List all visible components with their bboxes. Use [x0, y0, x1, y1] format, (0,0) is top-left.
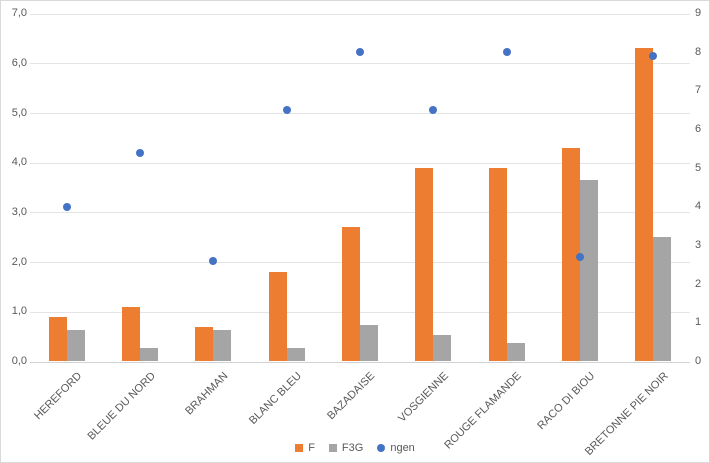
gridline — [30, 162, 690, 164]
y-axis-right-tick: 5 — [695, 161, 702, 174]
legend-item-f[interactable]: F — [295, 442, 315, 454]
bar-f-vosgienne[interactable] — [415, 167, 434, 362]
bar-f3g-blanc-bleu[interactable] — [286, 348, 305, 362]
x-axis-label-vosgienne: VOSGIENNE — [396, 370, 451, 425]
gridline — [30, 311, 690, 313]
bar-f3g-vosgienne[interactable] — [433, 335, 452, 362]
bar-f-bazadaise[interactable] — [342, 227, 360, 362]
legend-dot-icon-ngen — [377, 444, 386, 452]
y-axis-left-tick: 5,0 — [11, 106, 27, 119]
y-axis-left-tick: 1,0 — [11, 305, 27, 318]
y-axis-left-tick: 3,0 — [11, 205, 27, 218]
x-axis-label-raco-di-biou: RACO DI BIOU — [535, 370, 598, 433]
y-axis-left-tick: 6,0 — [11, 56, 27, 69]
bar-f-hereford[interactable] — [48, 316, 67, 362]
bar-f-rouge-flamande[interactable] — [488, 167, 507, 362]
x-axis-label-bleue-du-nord: BLEUE DU NORD — [85, 370, 158, 443]
legend-label: F3G — [341, 442, 364, 454]
y-axis-right-tick: 4 — [695, 200, 702, 213]
x-axis-label-brahman: BRAHMAN — [183, 370, 231, 418]
point-ngen-bazadaise[interactable] — [356, 48, 364, 57]
gridline — [30, 13, 690, 15]
legend-square-icon-f3g — [328, 444, 337, 452]
gridline — [30, 212, 690, 214]
point-ngen-brahman[interactable] — [209, 257, 218, 266]
legend-square-icon-f — [295, 444, 304, 452]
bar-f-brahman[interactable] — [195, 326, 214, 362]
y-axis-right-tick: 8 — [695, 45, 702, 58]
y-axis-left-tick: 7,0 — [11, 7, 27, 20]
x-axis-label-hereford: HEREFORD — [32, 370, 85, 423]
x-axis-label-bazadaise: BAZADAISE — [325, 370, 378, 423]
legend-label: F — [308, 442, 315, 454]
legend-label: ngen — [390, 442, 415, 454]
gridline — [30, 63, 690, 65]
point-ngen-bleue-du-nord[interactable] — [136, 148, 144, 157]
gridline — [30, 113, 690, 115]
y-axis-right-tick: 7 — [695, 84, 702, 97]
gridline — [30, 262, 690, 264]
point-ngen-vosgienne[interactable] — [429, 106, 438, 115]
x-axis-line — [30, 361, 690, 363]
y-axis-right-tick: 0 — [695, 355, 702, 367]
legend-item-ngen[interactable]: ngen — [377, 442, 415, 454]
bar-f-bleue-du-nord[interactable] — [122, 306, 140, 362]
bar-f3g-raco-di-biou[interactable] — [580, 180, 598, 362]
bar-f3g-bretonne-pie-noir[interactable] — [653, 237, 672, 362]
x-axis-label-rouge-flamande: ROUGE FLAMANDE — [442, 370, 525, 452]
bar-f3g-rouge-flamande[interactable] — [506, 342, 525, 362]
y-axis-right-tick: 3 — [695, 239, 702, 252]
y-axis-right-tick: 6 — [695, 123, 702, 136]
legend-item-f3g[interactable]: F3G — [328, 442, 364, 454]
bar-f-bretonne-pie-noir[interactable] — [635, 48, 654, 362]
point-ngen-raco-di-biou[interactable] — [576, 253, 584, 262]
bar-f-blanc-bleu[interactable] — [268, 272, 287, 362]
y-axis-right-tick: 2 — [695, 277, 702, 290]
x-axis-label-blanc-bleu: BLANC BLEU — [247, 370, 305, 427]
bar-f3g-hereford[interactable] — [66, 330, 85, 362]
y-axis-left-tick: 2,0 — [11, 255, 27, 268]
y-axis-left-tick: 0,0 — [11, 355, 27, 367]
point-ngen-hereford[interactable] — [62, 202, 71, 211]
y-axis-right-tick: 1 — [695, 316, 702, 329]
y-axis-right-tick: 9 — [695, 7, 702, 20]
bar-f3g-bleue-du-nord[interactable] — [140, 347, 158, 362]
bar-f3g-brahman[interactable] — [213, 330, 232, 362]
bar-f-raco-di-biou[interactable] — [562, 147, 580, 362]
point-ngen-rouge-flamande[interactable] — [502, 48, 511, 57]
y-axis-left-tick: 4,0 — [11, 156, 27, 169]
point-ngen-bretonne-pie-noir[interactable] — [649, 52, 658, 61]
point-ngen-blanc-bleu[interactable] — [282, 106, 291, 115]
bar-f3g-bazadaise[interactable] — [360, 325, 378, 362]
legend: F F3G ngen — [1, 442, 709, 454]
